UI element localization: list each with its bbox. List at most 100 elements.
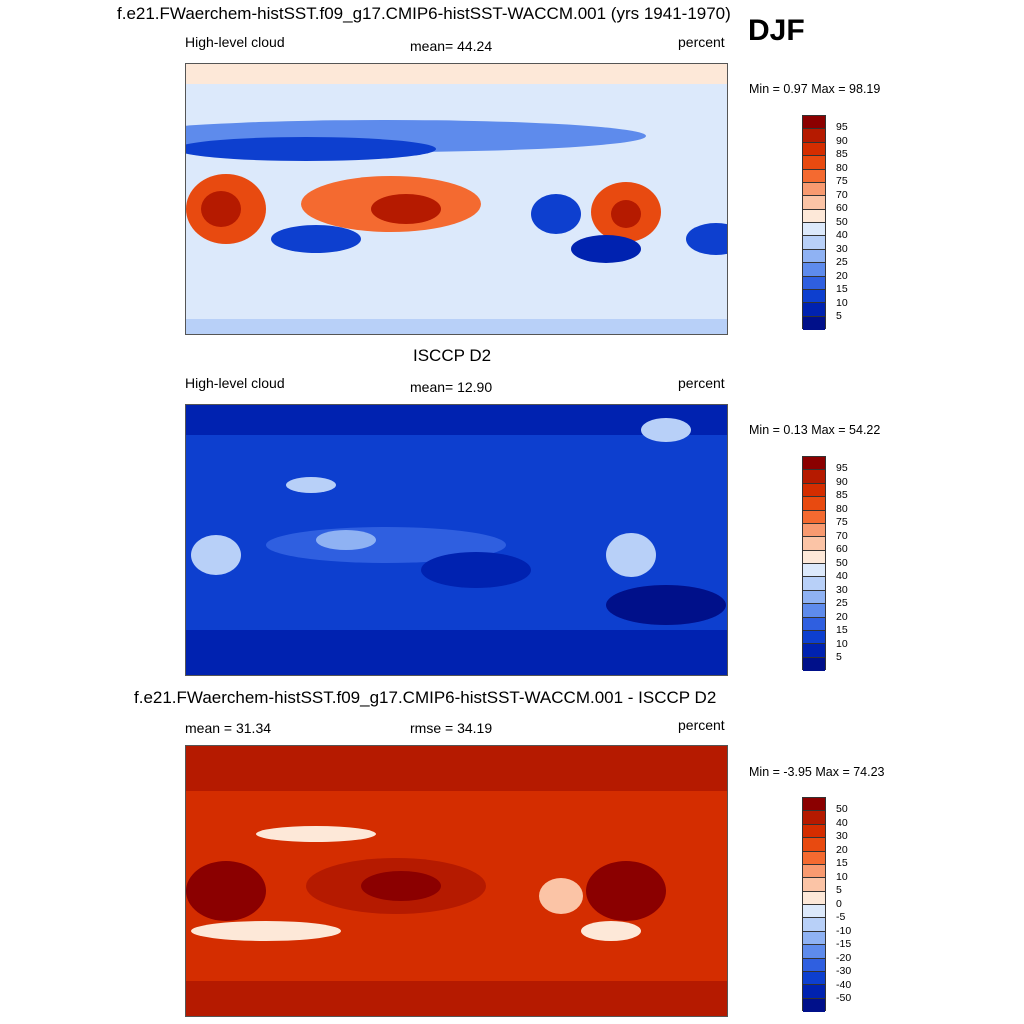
panel3-cbar-label: -50 xyxy=(836,992,852,1004)
panel3-cbar-label: -10 xyxy=(836,925,852,937)
panel3-cbar-label: 20 xyxy=(836,844,848,856)
panel3-amazon xyxy=(586,861,666,921)
panel1-africa-core xyxy=(201,191,241,227)
panel2-africa xyxy=(191,535,241,575)
colorbar-swatch xyxy=(803,457,825,471)
panel3-units: percent xyxy=(678,717,725,733)
colorbar-swatch xyxy=(803,263,825,277)
panel3-satl xyxy=(581,921,641,941)
panel3-epac xyxy=(539,878,583,914)
colorbar-swatch xyxy=(803,945,825,959)
panel1-colorbar-swatches xyxy=(802,115,826,330)
colorbar-swatch xyxy=(803,182,825,197)
colorbar-swatch xyxy=(803,523,825,538)
panel3-cbar-label: 5 xyxy=(836,884,842,896)
colorbar-swatch xyxy=(803,824,825,839)
colorbar-swatch xyxy=(803,851,825,865)
colorbar-swatch xyxy=(803,798,825,812)
colorbar-swatch xyxy=(803,550,825,564)
colorbar-swatch xyxy=(803,811,825,825)
panel2-units: percent xyxy=(678,375,725,391)
colorbar-swatch xyxy=(803,931,825,946)
panel3-cbar-label: -20 xyxy=(836,952,852,964)
colorbar-swatch xyxy=(803,657,825,671)
panel3-nh-low xyxy=(256,826,376,842)
colorbar-swatch xyxy=(803,196,825,210)
panel2-cbar-label: 90 xyxy=(836,476,848,488)
panel1-sio-low xyxy=(271,225,361,253)
colorbar-swatch xyxy=(803,864,825,879)
panel2-satl xyxy=(606,585,726,625)
colorbar-swatch xyxy=(803,537,825,551)
colorbar-swatch xyxy=(803,838,825,852)
panel1-cbar-label: 95 xyxy=(836,121,848,133)
panel2-arctic xyxy=(186,405,727,435)
panel2-spac xyxy=(421,552,531,588)
panel1-cbar-label: 30 xyxy=(836,243,848,255)
panel1-cbar-label: 85 xyxy=(836,148,848,160)
panel2-cbar-label: 80 xyxy=(836,503,848,515)
panel2-mean: mean= 12.90 xyxy=(410,379,493,395)
panel1-cbar-label: 5 xyxy=(836,310,842,322)
colorbar-swatch xyxy=(803,169,825,183)
colorbar-swatch xyxy=(803,918,825,932)
panel2-minmax: Min = 0.13 Max = 54.22 xyxy=(749,423,881,437)
panel3-cbar-label: -15 xyxy=(836,938,852,950)
colorbar-swatch xyxy=(803,905,825,919)
panel3-cbar-label: -5 xyxy=(836,911,846,923)
panel2-cbar-label: 25 xyxy=(836,597,848,609)
panel1-cbar-label: 70 xyxy=(836,189,848,201)
panel3-sio xyxy=(191,921,341,941)
colorbar-swatch xyxy=(803,564,825,578)
panel2-cbar-label: 70 xyxy=(836,530,848,542)
panel1-map xyxy=(185,63,728,335)
panel1-units: percent xyxy=(678,34,725,50)
panel1-cbar-label: 60 xyxy=(836,202,848,214)
panel3-africa xyxy=(186,861,266,921)
panel1-warmpool-core xyxy=(371,194,441,224)
panel2-cbar-label: 95 xyxy=(836,462,848,474)
colorbar-swatch xyxy=(803,316,825,330)
colorbar-swatch xyxy=(803,470,825,484)
panel2-amazon xyxy=(606,533,656,577)
panel1-cbar-label: 50 xyxy=(836,216,848,228)
colorbar-swatch xyxy=(803,590,825,605)
panel1-cbar-label: 40 xyxy=(836,229,848,241)
panel3-cbar-label: -40 xyxy=(836,979,852,991)
colorbar-swatch xyxy=(803,630,825,645)
colorbar-swatch xyxy=(803,276,825,290)
colorbar-swatch xyxy=(803,142,825,157)
season-label: DJF xyxy=(748,14,805,47)
panel2-colorbar-swatches xyxy=(802,456,826,671)
panel2-cbar-label: 60 xyxy=(836,543,848,555)
colorbar-swatch xyxy=(803,878,825,892)
panel2-variable: High-level cloud xyxy=(185,375,285,391)
colorbar-swatch xyxy=(803,604,825,618)
colorbar-swatch xyxy=(803,644,825,658)
panel1-epac-low xyxy=(531,194,581,234)
panel1-arctic xyxy=(186,64,727,84)
colorbar-swatch xyxy=(803,985,825,999)
panel3-cbar-label: 10 xyxy=(836,871,848,883)
colorbar-swatch xyxy=(803,510,825,524)
colorbar-swatch xyxy=(803,891,825,905)
panel2-cbar-label: 30 xyxy=(836,584,848,596)
panel2-cbar-label: 10 xyxy=(836,638,848,650)
panel1-cbar-label: 15 xyxy=(836,283,848,295)
panel1-cbar-label: 75 xyxy=(836,175,848,187)
panel2-tibet xyxy=(286,477,336,493)
panel1-nh-core xyxy=(186,137,436,161)
panel3-rmse: rmse = 34.19 xyxy=(410,720,493,736)
panel3-south xyxy=(186,981,727,1016)
colorbar-swatch xyxy=(803,156,825,170)
colorbar-swatch xyxy=(803,497,825,511)
colorbar-swatch xyxy=(803,483,825,498)
panel3-map xyxy=(185,745,728,1017)
panel2-cbar-label: 20 xyxy=(836,611,848,623)
panel3-cbar-label: 0 xyxy=(836,898,842,910)
panel1-cbar-label: 20 xyxy=(836,270,848,282)
panel2-south xyxy=(186,630,727,675)
panel1-colorbar: 95 90 85 80 75 70 60 50 40 30 25 20 15 1… xyxy=(802,115,848,330)
colorbar-swatch xyxy=(803,116,825,130)
panel2-cbar-label: 50 xyxy=(836,557,848,569)
